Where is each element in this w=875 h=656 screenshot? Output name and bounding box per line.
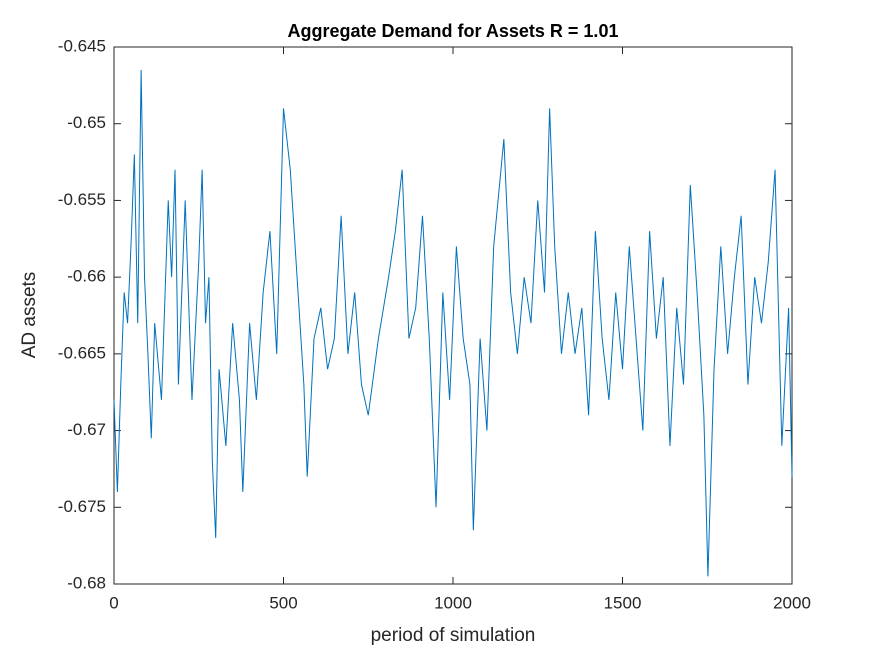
- chart-title: Aggregate Demand for Assets R = 1.01: [288, 21, 619, 41]
- y-tick-label: -0.665: [58, 343, 106, 362]
- y-tick-label: -0.67: [67, 420, 106, 439]
- x-tick-label: 1000: [434, 593, 472, 612]
- data-line: [113, 70, 793, 577]
- x-tick-label: 1500: [604, 593, 642, 612]
- y-axis-label: AD assets: [19, 272, 40, 359]
- y-tick-label: -0.66: [67, 267, 106, 286]
- x-tick-label: 0: [109, 593, 118, 612]
- y-tick-label: -0.655: [58, 190, 106, 209]
- x-axis-label: period of simulation: [371, 625, 536, 646]
- y-tick-label: -0.65: [67, 113, 106, 132]
- y-tick-label: -0.645: [58, 36, 106, 55]
- y-tick-label: -0.675: [58, 497, 106, 516]
- x-tick-label: 500: [269, 593, 297, 612]
- x-tick-label: 2000: [773, 593, 811, 612]
- y-tick-label: -0.68: [67, 573, 106, 592]
